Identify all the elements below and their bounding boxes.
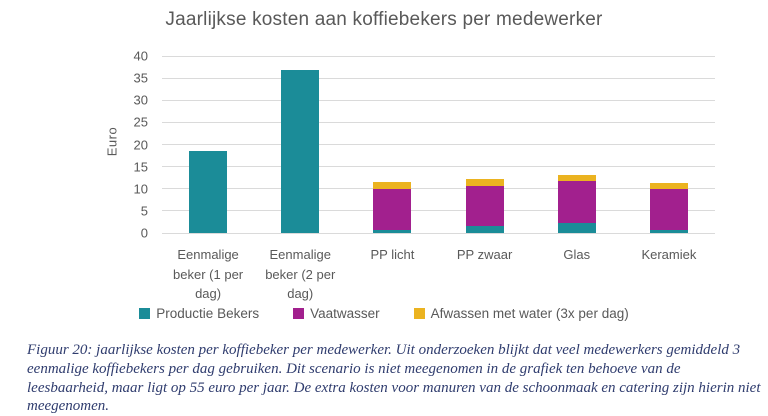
legend-swatch-icon [293,308,305,319]
y-tick-label-30: 30 [133,92,148,108]
y-tick-label-40: 40 [133,48,148,64]
legend-label: Productie Bekers [156,306,260,321]
bar-segment-vaatwasser-5 [557,180,596,223]
gridline-25 [162,121,715,123]
gridline-0 [162,232,715,234]
gridline-5 [162,210,715,212]
y-tick-label-10: 10 [133,181,148,197]
gridline-40 [162,55,715,57]
bar-segment-afwassen-met-water-3x-per-dag-5 [557,174,596,181]
chart-title: Jaarlijkse kosten aan koffiebekers per m… [165,9,603,30]
bar-segment-vaatwasser-4 [465,185,504,227]
bar-segment-productie-bekers-5 [557,222,596,233]
y-tick-label-5: 5 [140,203,148,219]
gridline-35 [162,77,715,79]
gridline-30 [162,99,715,101]
bar-segment-afwassen-met-water-3x-per-dag-4 [465,179,504,186]
gridline-10 [162,188,715,190]
y-tick-label-15: 15 [133,159,148,175]
x-axis-label-5: Glas [563,247,591,262]
legend-label: Afwassen met water (3x per dag) [430,306,629,321]
x-axis-label-4: PP zwaar [456,247,513,262]
y-tick-label-35: 35 [133,70,148,86]
bar-segment-productie-bekers-1 [189,151,228,233]
legend-swatch-icon [413,308,425,319]
coffee-cup-cost-chart: Jaarlijkse kosten aan koffiebekers per m… [0,9,768,321]
x-axis-label-1: Eenmalige beker (1 per dag) [173,247,244,301]
chart-legend: Productie Bekers Vaatwasser Afwassen met w… [0,306,768,321]
x-axis-label-3: PP licht [370,247,415,262]
y-tick-label-20: 20 [133,137,148,152]
legend-label: Vaatwasser [310,306,380,321]
legend-item-2: Vaatwasser [293,306,380,321]
bar-segment-productie-bekers-4 [465,226,504,233]
y-tick-label-0: 0 [140,225,148,241]
x-axis-label-2: Eenmalige beker (2 per dag) [265,247,336,301]
plot-area: 0 5 10 15 20 25 30 35 40 Eenmalige beker (1 per d… [134,49,715,301]
bar-segment-afwassen-met-water-3x-per-dag-6 [649,183,688,190]
legend-item-3: Afwassen met water (3x per dag) [413,306,629,321]
legend-swatch-icon [139,308,151,319]
bar-segment-afwassen-met-water-3x-per-dag-3 [373,182,412,189]
legend-item-1: Productie Bekers [139,306,259,321]
x-axis-label-6: Keramiek [641,247,697,262]
figure-caption: Figuur 20: jaarlijkse kosten per koffieb… [27,342,761,415]
bar-segment-productie-bekers-6 [649,230,688,233]
bar-segment-vaatwasser-6 [649,189,688,231]
bar-segment-productie-bekers-3 [373,229,412,233]
bar-segment-vaatwasser-3 [373,188,412,230]
y-tick-label-25: 25 [133,114,148,130]
gridline-20 [162,144,715,145]
gridline-15 [162,166,715,168]
bar-segment-productie-bekers-2 [281,70,320,233]
